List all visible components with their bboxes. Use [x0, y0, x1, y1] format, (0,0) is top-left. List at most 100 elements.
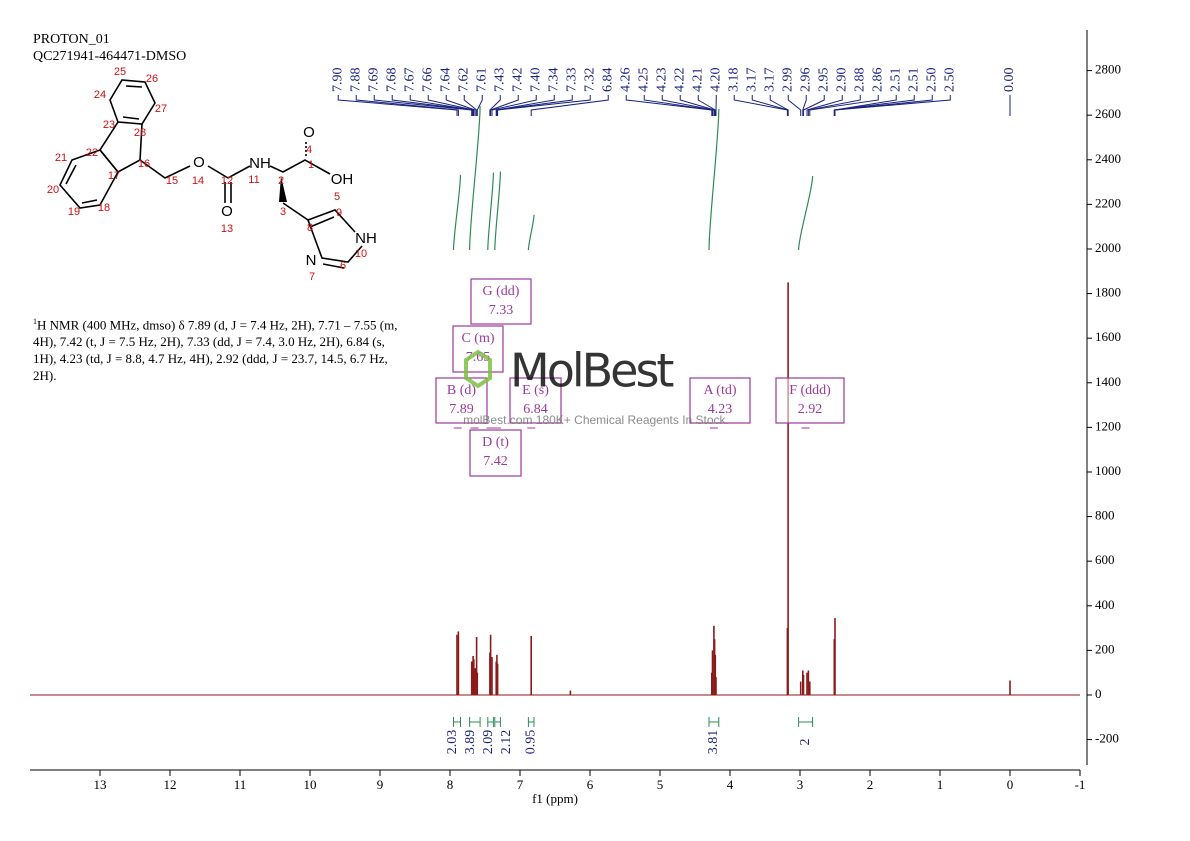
peak-leader	[697, 95, 716, 116]
bond	[139, 159, 191, 179]
peak-label: 7.64	[438, 68, 453, 93]
multiplet-label: F (ddd)	[789, 383, 831, 398]
multiplet-label: G (dd)	[483, 284, 520, 299]
multiplet-box	[689, 377, 751, 424]
y-tick-label: 2400	[1095, 151, 1121, 166]
y-tick-label: 2000	[1095, 240, 1121, 255]
y-tick-label: 0	[1095, 686, 1102, 701]
y-tick-label: 1200	[1095, 418, 1121, 433]
x-tick-label: 13	[94, 777, 107, 792]
integral-curve	[708, 109, 720, 251]
peak-label: 2.50	[924, 68, 939, 93]
atom-number: 20	[47, 184, 59, 196]
atom-number: 24	[94, 89, 106, 101]
x-tick-label: 6	[587, 777, 594, 792]
y-tick-label: 1600	[1095, 329, 1121, 344]
nmr-text: H NMR (400 MHz, dmso) δ 7.89 (d, J = 7.4…	[33, 317, 398, 384]
multiplet-label: E (s)	[522, 383, 549, 398]
bond	[309, 216, 335, 228]
peak-leader	[661, 95, 715, 116]
peak-leader	[834, 95, 951, 116]
bond	[125, 85, 143, 88]
atom-symbol: O	[221, 203, 233, 220]
x-tick-label: 12	[164, 777, 177, 792]
peak-label: 2.86	[870, 68, 885, 93]
atom-symbol: O	[303, 124, 315, 141]
y-tick-label: 2200	[1095, 195, 1121, 210]
peak-label: 7.66	[420, 68, 435, 93]
integral-curve	[487, 172, 494, 251]
integral-value: 2.12	[499, 730, 514, 755]
multiplet-shift: 7.33	[489, 303, 514, 318]
peak-leader	[807, 95, 861, 116]
atom-number: 11	[248, 174, 259, 186]
peak-leader	[833, 95, 915, 116]
bond	[207, 165, 251, 179]
atom-symbol: OH	[331, 171, 354, 188]
peak-leader	[625, 95, 713, 116]
watermark-icon	[464, 349, 492, 389]
integral-curve	[527, 214, 535, 251]
x-tick-label: 3	[797, 777, 804, 792]
x-axis-label: f1 (ppm)	[532, 791, 578, 806]
integral-curve	[452, 174, 462, 251]
y-tick-label: 1000	[1095, 463, 1121, 478]
multiplet-box	[469, 429, 522, 477]
structure-bonds	[59, 79, 363, 269]
atom-symbol: O	[193, 154, 205, 171]
atom-number: 17	[108, 170, 120, 182]
peak-leader	[495, 95, 555, 116]
peak-leader	[337, 95, 458, 116]
x-tick-label: 10	[304, 777, 317, 792]
peak-label: 7.61	[474, 68, 489, 93]
x-tick-label: 11	[234, 777, 247, 792]
peak-leader	[679, 95, 716, 116]
x-tick-label: 9	[377, 777, 384, 792]
x-tick-label: 4	[727, 777, 734, 792]
atom-number: 3	[280, 206, 286, 218]
peak-label: 7.34	[546, 68, 561, 93]
bond	[307, 209, 356, 233]
integral-value: 2.03	[445, 730, 460, 755]
peak-leader	[491, 95, 537, 116]
multiplet-shift: 7.89	[449, 402, 474, 417]
atom-number: 6	[340, 260, 346, 272]
atom-number: 16	[138, 158, 150, 170]
y-tick-label: 200	[1095, 641, 1115, 656]
x-tick-label: 2	[867, 777, 874, 792]
multiplet-shift: 4.23	[708, 402, 733, 417]
peak-leader	[787, 95, 802, 116]
peak-label: 7.32	[582, 68, 597, 93]
integral-value: 2	[798, 739, 813, 746]
integral-value: 0.95	[523, 730, 538, 755]
peak-label: 4.20	[708, 68, 723, 93]
integral-curve	[469, 106, 481, 251]
x-tick-label: 8	[447, 777, 454, 792]
integral-curve	[494, 171, 501, 251]
peak-label: 2.50	[942, 68, 957, 93]
watermark-tagline: molBest.com 180K+ Chemical Reagents In S…	[463, 413, 729, 427]
peak-leader	[769, 95, 789, 116]
atom-number: 21	[55, 152, 67, 164]
peak-leader	[445, 95, 476, 116]
atom-number: 1	[308, 159, 314, 171]
watermark: MolBest molBest.com 180K+ Chemical Reagen…	[463, 344, 729, 428]
atom-number: 4	[306, 144, 312, 156]
peak-label: 7.90	[330, 68, 345, 93]
bond	[81, 199, 98, 204]
x-tick-label: -1	[1075, 777, 1086, 792]
atom-number: 7	[309, 271, 315, 283]
y-tick-label: 1800	[1095, 285, 1121, 300]
spectrum-title: PROTON_01	[33, 32, 110, 47]
atom-number: 19	[68, 206, 80, 218]
x-tick-label: 7	[517, 777, 524, 792]
multiplet-box	[775, 377, 845, 424]
atom-number: 26	[146, 73, 158, 85]
peak-label: 7.33	[564, 68, 579, 93]
atom-number: 23	[103, 119, 115, 131]
peak-leader	[496, 95, 573, 116]
peak-label: 7.68	[384, 68, 399, 93]
peak-leader	[489, 95, 501, 116]
integral-value: 2.09	[481, 730, 496, 755]
atom-number: 27	[155, 103, 167, 115]
